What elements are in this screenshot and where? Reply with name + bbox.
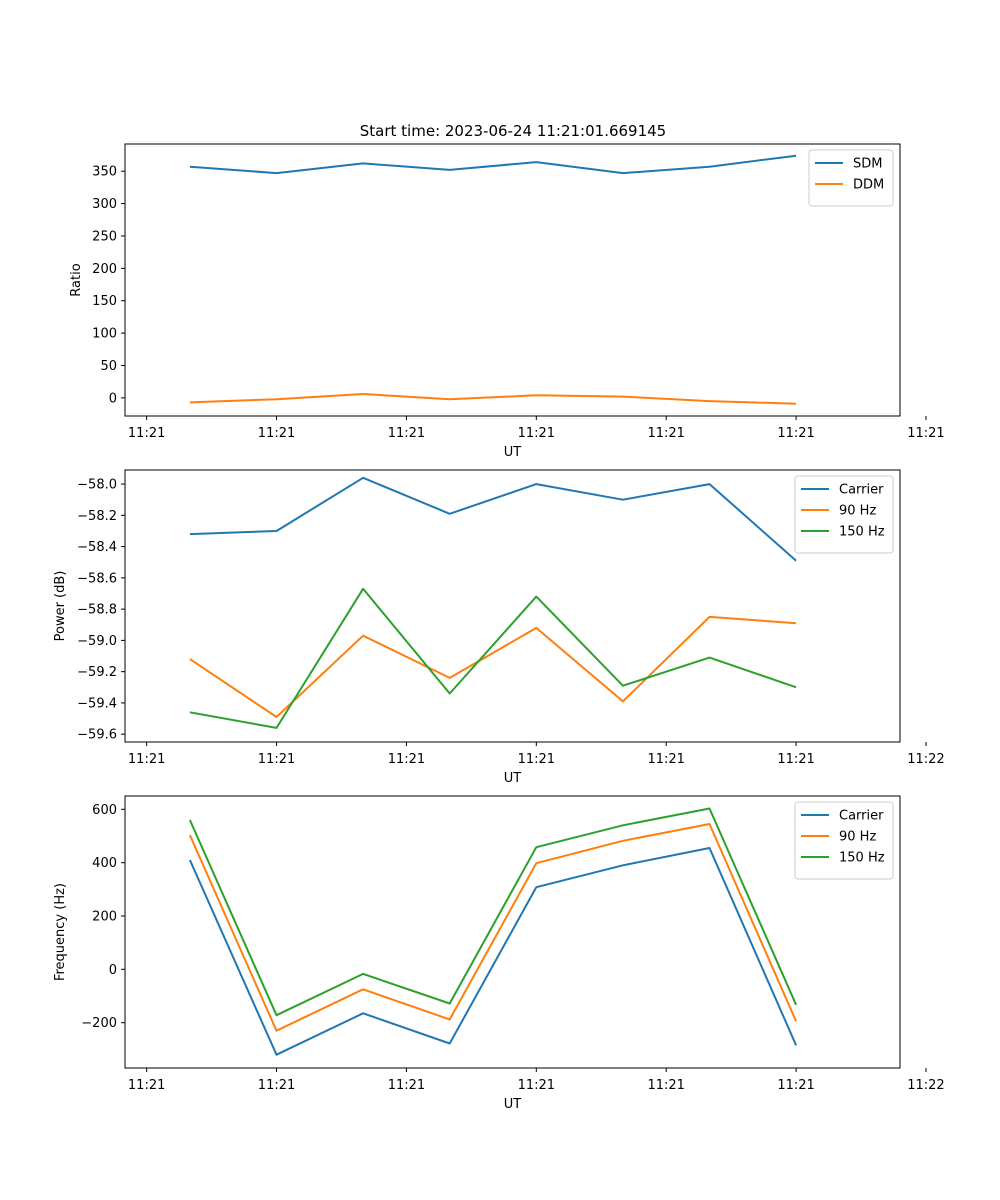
chart2-y-tick-label: −59.6 [77, 728, 117, 743]
chart3-series-90-hz-line [188, 823, 798, 1032]
chart3-y-tick-label: 400 [92, 856, 117, 871]
chart2-legend-label-carrier: Carrier [839, 483, 884, 498]
chart2-series-150-hz-line [189, 587, 797, 729]
chart1-x-tick-label: 11:21 [647, 426, 684, 441]
chart1-x-tick-label: 11:21 [777, 426, 814, 441]
chart1-y-tick-label: 150 [92, 294, 117, 309]
chart3-y-axis-label: Frequency (Hz) [53, 883, 68, 981]
chart3-x-tick-label: 11:22 [907, 1078, 944, 1093]
chart2-y-tick-label: −59.0 [77, 634, 117, 649]
chart3-x-tick-label: 11:21 [777, 1078, 814, 1093]
chart2-y-tick-label: −58.8 [77, 603, 117, 618]
chart1-x-tick-label: 11:21 [907, 426, 944, 441]
chart3-axes-frame [124, 795, 901, 1069]
chart1-y-tick-label: 200 [92, 262, 117, 277]
chart1-series-sdm-line [189, 154, 797, 175]
chart1-x-tick-label: 11:21 [388, 426, 425, 441]
chart2-y-tick-label: −58.2 [77, 509, 117, 524]
chart2-series-carrier-line [189, 476, 797, 562]
chart2-legend-label-90-hz: 90 Hz [839, 504, 876, 519]
chart1-axes-frame [124, 143, 901, 417]
chart3-x-tick-label: 11:21 [647, 1078, 684, 1093]
chart3-legend-label-90-hz: 90 Hz [839, 830, 876, 845]
chart1-y-tick-label: 250 [92, 229, 117, 244]
chart2-x-tick-label: 11:21 [388, 752, 425, 767]
chart3-y-tick-label: −200 [81, 1016, 117, 1031]
chart1-y-tick-label: 300 [92, 197, 117, 212]
chart2-y-tick-label: −58.0 [77, 478, 117, 493]
chart3-legend-label-carrier: Carrier [839, 809, 884, 824]
chart3-x-tick-label: 11:21 [258, 1078, 295, 1093]
chart3-series-carrier-line [188, 847, 798, 1056]
chart3-series-150-hz-line [188, 807, 798, 1017]
chart1-y-tick-label: 50 [100, 359, 117, 374]
chart2-y-axis-label: Power (dB) [53, 571, 68, 642]
chart2-x-tick-label: 11:21 [258, 752, 295, 767]
chart2-y-tick-label: −58.6 [77, 571, 117, 586]
chart3-y-tick-label: 0 [109, 963, 117, 978]
chart1-x-tick-label: 11:21 [258, 426, 295, 441]
chart3-x-tick-label: 11:21 [518, 1078, 555, 1093]
chart2-x-tick-label: 11:22 [907, 752, 944, 767]
chart3-legend-box [794, 801, 894, 880]
figure-title: Start time: 2023-06-24 11:21:01.669145 [360, 122, 666, 140]
chart2-x-tick-label: 11:21 [518, 752, 555, 767]
chart3-y-tick-label: 200 [92, 910, 117, 925]
chart1-y-tick-label: 350 [92, 165, 117, 180]
chart1-x-axis-label: UT [504, 445, 522, 460]
chart1-x-tick-label: 11:21 [128, 426, 165, 441]
chart2-axes-frame [124, 469, 901, 743]
chart2-legend-box [794, 475, 894, 554]
chart3-x-axis-label: UT [504, 1097, 522, 1112]
chart1-y-tick-label: 0 [109, 391, 117, 406]
chart1-y-axis-label: Ratio [69, 263, 84, 296]
chart1-legend-label-ddm: DDM [853, 178, 884, 193]
chart1-series-ddm-line [189, 393, 797, 405]
chart1-y-tick-label: 100 [92, 327, 117, 342]
chart2-x-tick-label: 11:21 [777, 752, 814, 767]
chart3-x-tick-label: 11:21 [128, 1078, 165, 1093]
chart3-x-tick-label: 11:21 [388, 1078, 425, 1093]
chart2-y-tick-label: −58.4 [77, 540, 117, 555]
chart2-x-tick-label: 11:21 [128, 752, 165, 767]
chart1-legend-label-sdm: SDM [853, 157, 882, 172]
chart2-x-axis-label: UT [504, 771, 522, 786]
chart3-legend-label-150-hz: 150 Hz [839, 851, 885, 866]
chart2-y-tick-label: −59.4 [77, 696, 117, 711]
chart1-x-tick-label: 11:21 [518, 426, 555, 441]
chart2-y-tick-label: −59.2 [77, 665, 117, 680]
chart2-legend-label-150-hz: 150 Hz [839, 525, 885, 540]
chart2-x-tick-label: 11:21 [647, 752, 684, 767]
chart3-y-tick-label: 600 [92, 803, 117, 818]
